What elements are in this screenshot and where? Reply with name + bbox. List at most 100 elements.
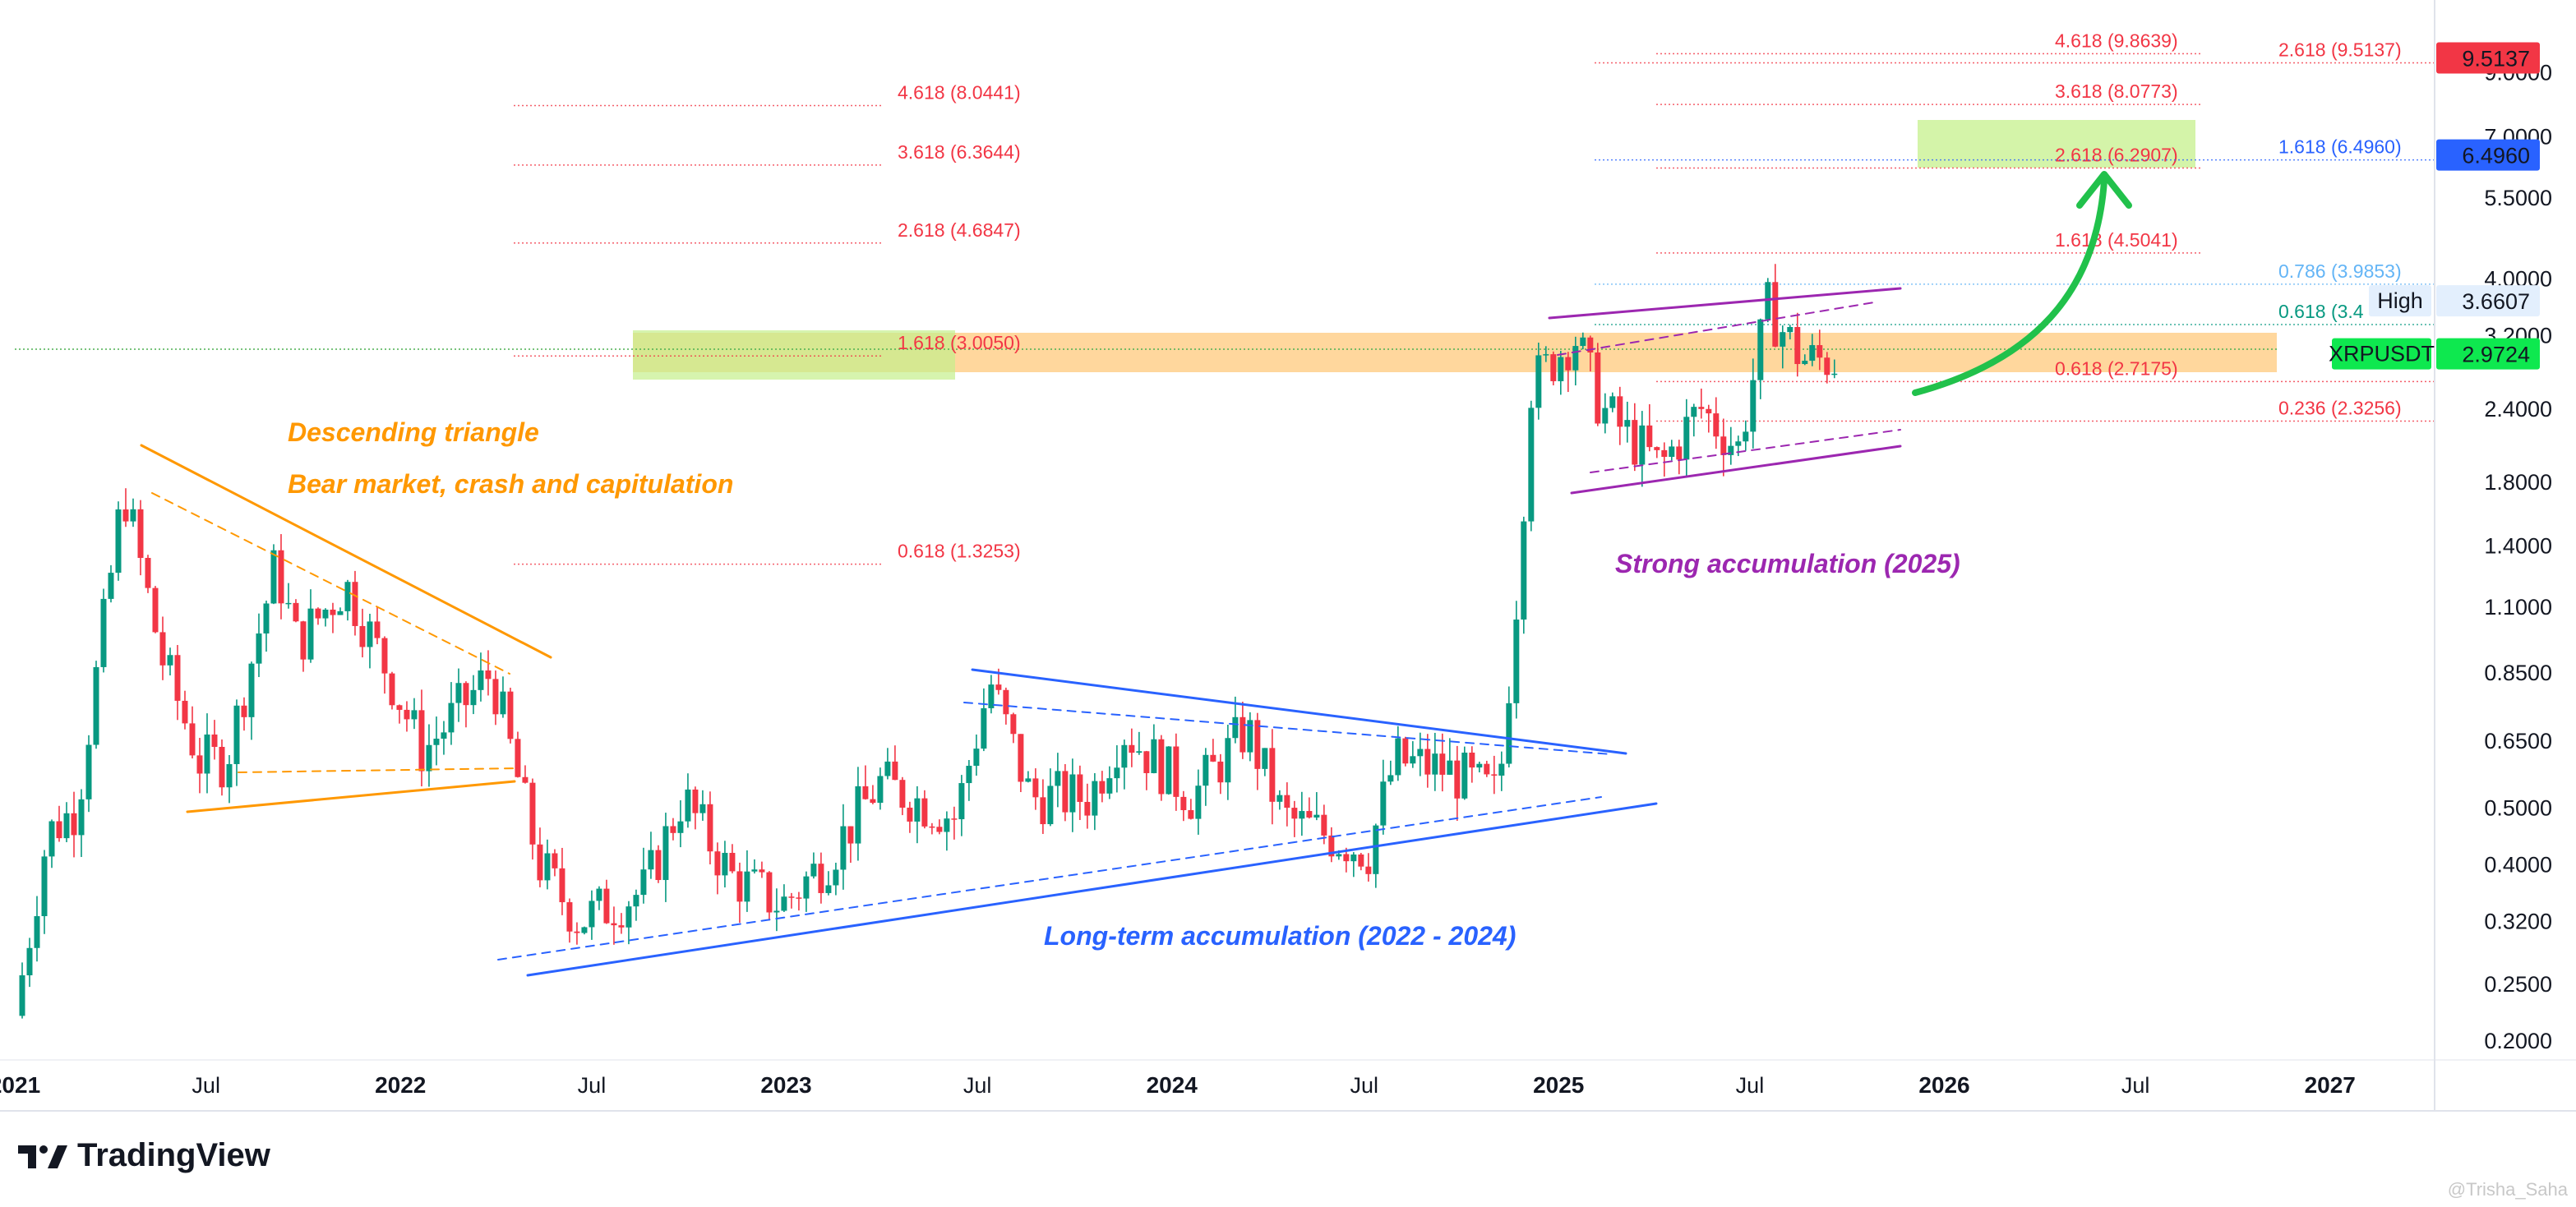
candle-body bbox=[1750, 380, 1757, 432]
candle-body bbox=[796, 897, 802, 899]
current-price-name-box bbox=[2332, 338, 2431, 370]
fib-label: 1.618 (6.4960) bbox=[2278, 136, 2402, 158]
bullish-arrow bbox=[1912, 177, 2107, 396]
candle-body bbox=[1447, 760, 1453, 775]
candle-body bbox=[884, 761, 891, 776]
candle-body bbox=[1195, 785, 1202, 819]
candle-body bbox=[478, 670, 484, 690]
candle-body bbox=[1587, 337, 1594, 352]
candle-body bbox=[1602, 408, 1609, 424]
candle-body bbox=[1387, 775, 1394, 782]
candle-body bbox=[1439, 753, 1446, 775]
candle-body bbox=[463, 683, 469, 706]
candle-body bbox=[1358, 854, 1364, 867]
candle-body bbox=[1410, 756, 1416, 764]
fibonacci-levels: 4.618 (8.0441) 3.618 (6.3644) 2.618 (4.684… bbox=[514, 30, 2435, 565]
candle-body bbox=[1543, 354, 1549, 356]
candle-body bbox=[1114, 767, 1120, 779]
time-tick-label: 2025 bbox=[1533, 1072, 1584, 1098]
target-price-2-value: 6.4960 bbox=[2462, 144, 2530, 168]
candle-body bbox=[248, 663, 255, 717]
candle-body bbox=[78, 799, 85, 836]
candle-body bbox=[470, 689, 477, 706]
time-tick-label: 2024 bbox=[1147, 1072, 1198, 1098]
candle-body bbox=[1262, 748, 1268, 769]
candle-body bbox=[914, 798, 921, 822]
candle-body bbox=[130, 509, 136, 522]
candle-body bbox=[293, 602, 299, 622]
time-tick-label: 2022 bbox=[375, 1072, 426, 1098]
current-price-name: XRPUSDT bbox=[2329, 342, 2435, 366]
candle-body bbox=[1232, 716, 1239, 739]
candle-body bbox=[174, 655, 181, 701]
candle-body bbox=[877, 776, 884, 804]
candle-body bbox=[729, 852, 736, 872]
candle-body bbox=[1210, 754, 1216, 762]
candle-body bbox=[352, 582, 358, 626]
candle-body bbox=[374, 621, 381, 638]
price-axis[interactable]: 0.2000 0.2500 0.3200 0.4000 0.5000 0.6500 0.85… bbox=[2434, 0, 2552, 1111]
candle-body bbox=[344, 582, 351, 611]
candle-body bbox=[1343, 854, 1350, 862]
candle-body bbox=[736, 871, 743, 902]
candle-body bbox=[211, 734, 218, 747]
candle-body bbox=[1580, 337, 1586, 347]
candle-body bbox=[566, 902, 573, 932]
candle-body bbox=[633, 895, 639, 907]
candle-body bbox=[492, 679, 499, 715]
channel-upper-line bbox=[1548, 287, 1902, 320]
candle-body bbox=[433, 738, 440, 745]
candle-body bbox=[1757, 319, 1764, 380]
candle-body bbox=[907, 807, 913, 822]
candle-body bbox=[640, 869, 647, 896]
accumulation-lower-line bbox=[526, 802, 1658, 977]
candle-body bbox=[1691, 407, 1697, 417]
candle-body bbox=[19, 975, 25, 1016]
candle-body bbox=[899, 780, 906, 808]
candle-body bbox=[544, 853, 551, 881]
fib-label: 0.618 (1.3253) bbox=[898, 541, 1021, 562]
candle-body bbox=[1254, 720, 1261, 769]
candle-body bbox=[1247, 720, 1253, 753]
candle-body bbox=[662, 826, 669, 881]
highlight-zones bbox=[15, 120, 2277, 380]
candle-body bbox=[1787, 327, 1794, 333]
time-axis[interactable]: 2021 Jul 2022 Jul 2023 Jul 2024 Jul 2025 Jul 2026 J… bbox=[0, 1059, 2576, 1112]
candle-body bbox=[1794, 327, 1801, 365]
fib-label: 0.618 (3.4 bbox=[2278, 301, 2364, 322]
candle-body bbox=[219, 746, 225, 788]
candle-body bbox=[1572, 346, 1579, 371]
candle-body bbox=[552, 853, 558, 868]
candle-body bbox=[1395, 738, 1401, 776]
accumulation-upper-line bbox=[971, 668, 1627, 755]
candle-body bbox=[1639, 425, 1646, 465]
candle-body bbox=[1336, 854, 1342, 857]
candle-body bbox=[611, 923, 617, 926]
candle-body bbox=[159, 632, 166, 666]
descending-triangle-lower bbox=[186, 780, 516, 813]
candle-body bbox=[1188, 810, 1194, 819]
candle-body bbox=[1802, 361, 1808, 365]
candle-body bbox=[722, 852, 728, 876]
price-tick-label: 0.5000 bbox=[2484, 795, 2552, 820]
candle-body bbox=[825, 885, 832, 893]
candle-body bbox=[951, 818, 958, 820]
fib-label: 4.618 (8.0441) bbox=[898, 81, 1021, 103]
candle-body bbox=[1476, 763, 1483, 768]
candle-body bbox=[1469, 752, 1475, 768]
candle-body bbox=[108, 573, 114, 599]
descending-triangle-upper-dashed bbox=[151, 492, 510, 675]
candle-body bbox=[1461, 752, 1468, 799]
candle-body bbox=[840, 826, 847, 870]
descending-triangle-upper bbox=[140, 444, 552, 659]
high-marker-name: High bbox=[2377, 288, 2423, 313]
candle-body bbox=[714, 851, 721, 876]
candle-body bbox=[1706, 408, 1712, 414]
tradingview-wordmark: TradingView bbox=[77, 1137, 270, 1173]
candle-body bbox=[515, 739, 521, 777]
candle-body bbox=[233, 705, 240, 764]
candle-body bbox=[855, 785, 861, 844]
candle-body bbox=[137, 509, 144, 558]
candle-body bbox=[1424, 749, 1431, 775]
